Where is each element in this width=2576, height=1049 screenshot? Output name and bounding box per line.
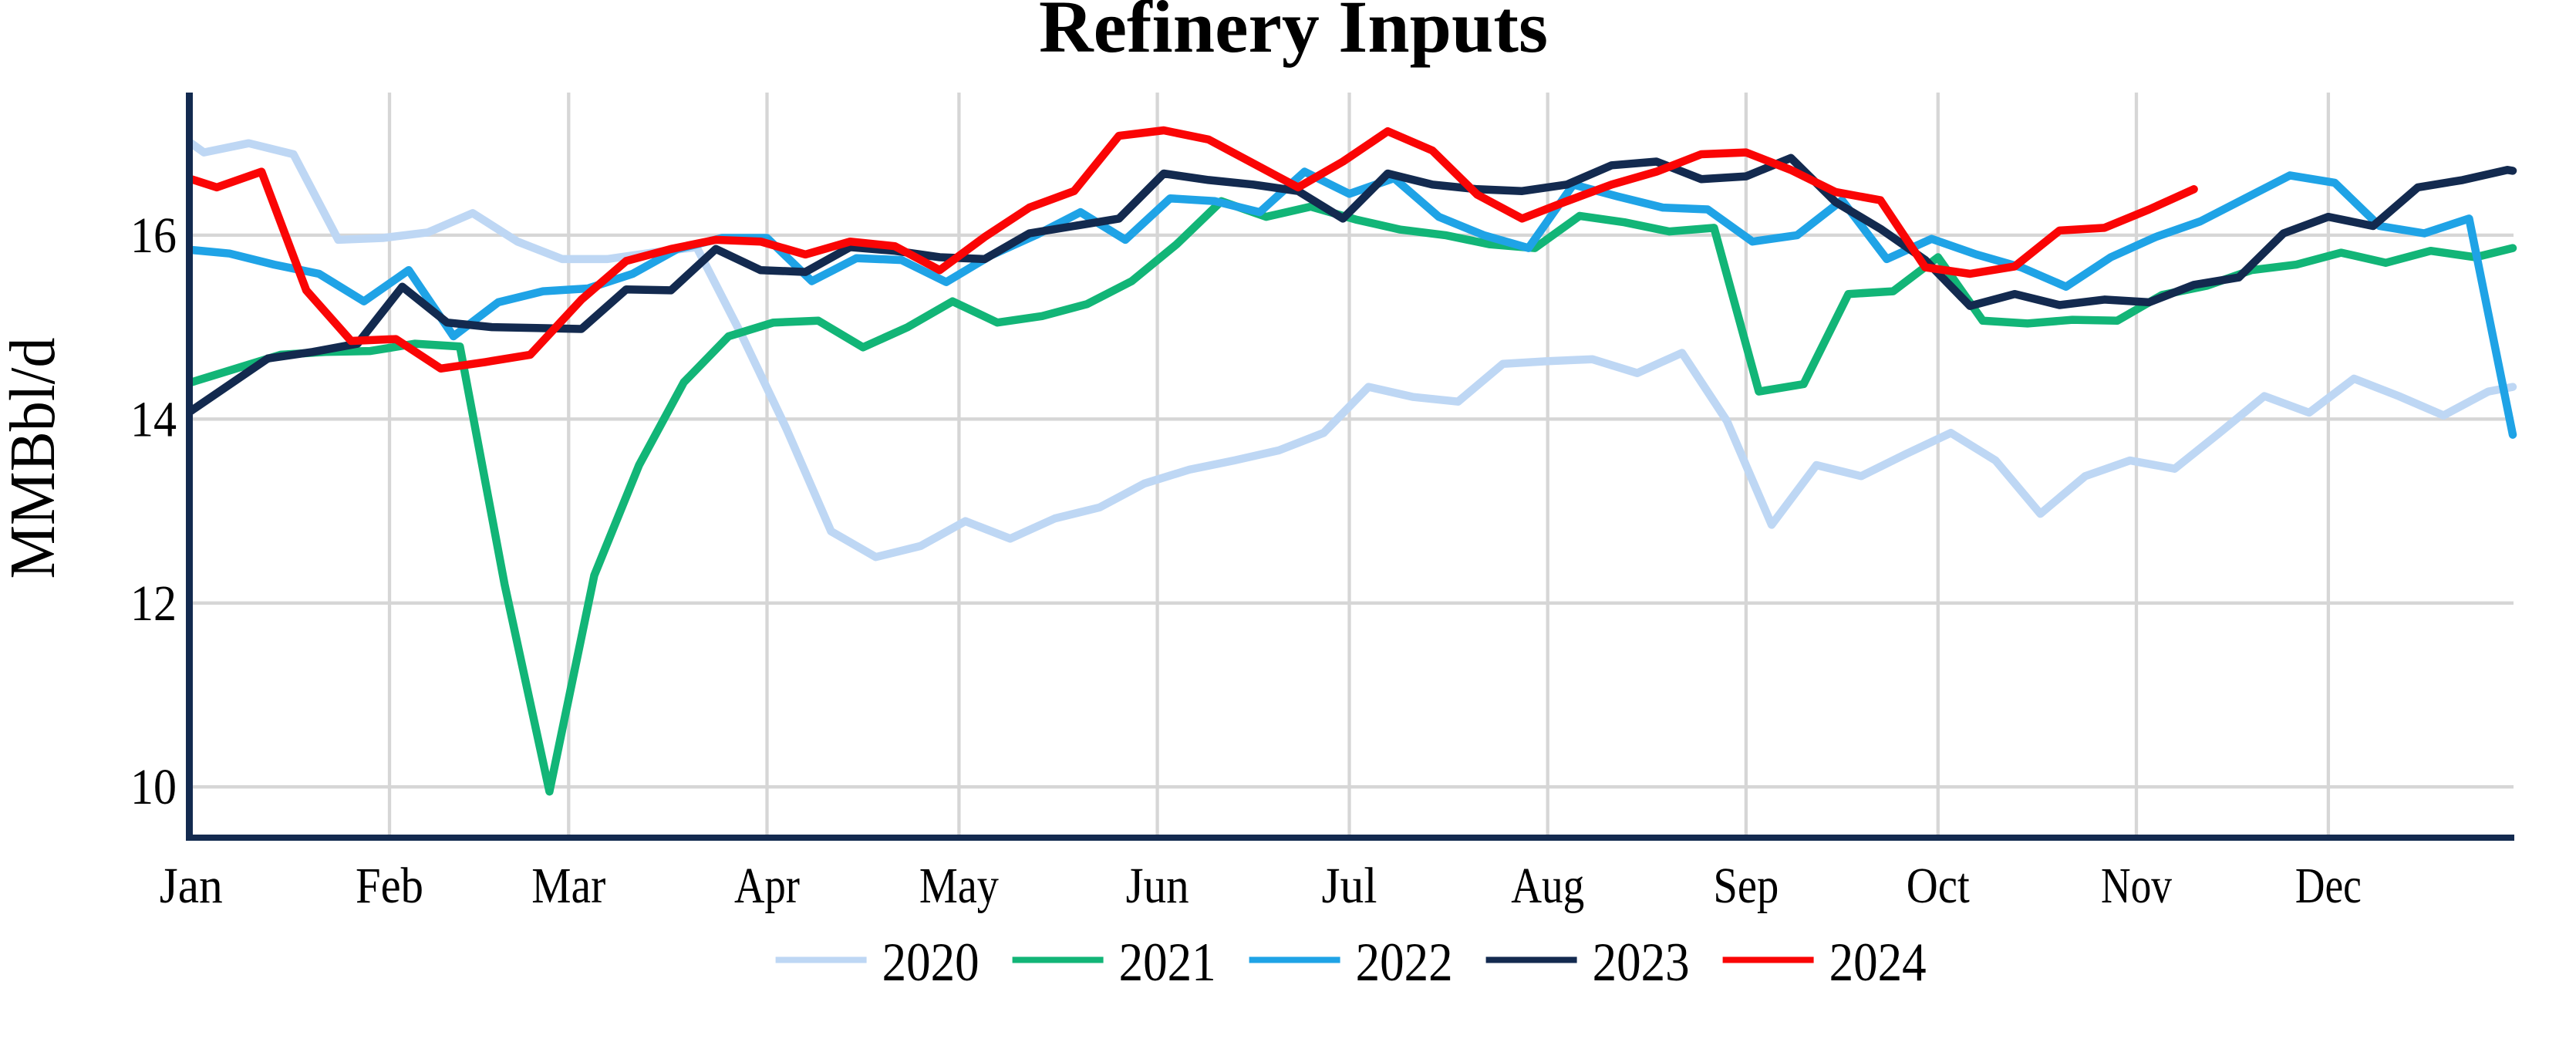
svg-text:Jul: Jul: [1322, 858, 1377, 914]
svg-text:Jun: Jun: [1126, 858, 1189, 914]
svg-text:MMBbl/d: MMBbl/d: [0, 338, 69, 579]
svg-text:2022: 2022: [1356, 933, 1453, 993]
svg-text:Mar: Mar: [531, 858, 605, 914]
svg-text:Nov: Nov: [2101, 858, 2172, 914]
svg-text:14: 14: [130, 391, 177, 447]
svg-text:Jan: Jan: [160, 858, 223, 914]
svg-text:Feb: Feb: [356, 858, 423, 914]
svg-text:10: 10: [130, 759, 177, 815]
svg-text:2021: 2021: [1119, 933, 1216, 993]
svg-text:May: May: [919, 858, 999, 914]
svg-text:Refinery Inputs: Refinery Inputs: [1039, 0, 1548, 68]
svg-text:Sep: Sep: [1713, 858, 1779, 914]
svg-text:Oct: Oct: [1907, 858, 1970, 914]
svg-text:16: 16: [130, 207, 177, 264]
svg-text:2023: 2023: [1593, 933, 1690, 993]
svg-text:2020: 2020: [882, 933, 979, 993]
svg-text:Dec: Dec: [2295, 858, 2362, 914]
svg-text:12: 12: [130, 575, 177, 632]
svg-text:Apr: Apr: [734, 858, 800, 914]
svg-text:2024: 2024: [1829, 933, 1927, 993]
svg-text:Aug: Aug: [1511, 858, 1584, 914]
